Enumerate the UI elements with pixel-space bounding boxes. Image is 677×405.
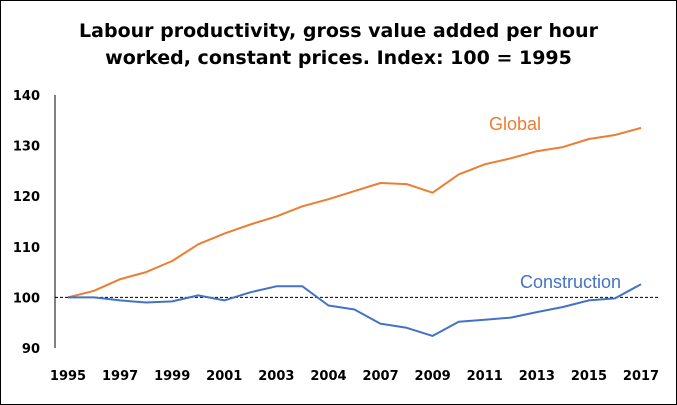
chart-title: Labour productivity, gross value added p… [0, 18, 677, 72]
x-tick-label: 2015 [571, 369, 607, 384]
y-tick-label: 120 [13, 190, 40, 205]
series-label-group: Global Construction [489, 114, 621, 292]
series-line-construction [68, 283, 642, 337]
x-tick-label: 2004 [310, 369, 346, 384]
x-tick-label: 2013 [519, 369, 555, 384]
y-tick-label: 100 [13, 291, 40, 306]
y-tick-label: 140 [13, 89, 40, 104]
x-tick-label: 2017 [623, 369, 659, 384]
x-tick-label: 2001 [206, 369, 242, 384]
y-tick-label: 110 [13, 241, 40, 256]
y-axis: 90 100 110 120 130 140 [13, 89, 56, 357]
y-tick-label: 130 [13, 140, 40, 155]
x-tick-label: 2011 [467, 369, 503, 384]
x-tick-label: 1997 [102, 369, 138, 384]
x-tick-label: 2003 [258, 369, 294, 384]
chart-title-line-1: Labour productivity, gross value added p… [79, 20, 598, 42]
series-label-global: Global [489, 114, 541, 134]
chart-title-line-2: worked, constant prices. Index: 100 = 19… [105, 47, 572, 69]
x-axis: 1995 1997 1999 2001 2003 2004 2007 2009 2011 2013… [50, 369, 659, 384]
x-tick-label: 1999 [154, 369, 190, 384]
series-group [67, 126, 642, 337]
x-tick-label: 1995 [50, 369, 86, 384]
series-line-global [67, 126, 642, 299]
x-tick-label: 2007 [362, 369, 398, 384]
series-label-construction: Construction [520, 272, 621, 292]
y-tick-label: 90 [22, 342, 40, 357]
x-tick-label: 2009 [415, 369, 451, 384]
